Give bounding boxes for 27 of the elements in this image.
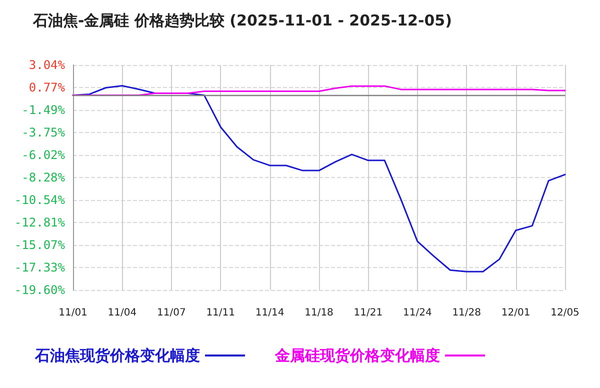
y-tick-label: -8.28% — [22, 170, 66, 184]
x-tick-label: 11/01 — [58, 308, 88, 318]
x-tick-label: 12/05 — [550, 308, 580, 318]
x-tick-label: 11/21 — [354, 308, 383, 318]
y-tick-label: 0.77% — [28, 80, 66, 95]
x-tick-label: 12/01 — [501, 308, 530, 318]
line-series — [72, 85, 566, 272]
y-tick-label: -17.33% — [14, 260, 66, 274]
line-series — [72, 85, 566, 96]
x-tick-label: 11/14 — [255, 308, 284, 318]
y-tick-label: -12.81% — [14, 216, 66, 230]
x-tick-label: 11/04 — [108, 308, 137, 318]
y-tick-label: -10.54% — [14, 192, 66, 207]
x-tick-label: 11/11 — [206, 308, 236, 318]
x-tick-label: 11/18 — [304, 308, 334, 318]
y-tick-label: -19.60% — [14, 283, 66, 297]
y-tick-label: -6.02% — [22, 148, 66, 162]
y-tick-label: -1.49% — [22, 103, 66, 118]
chart-title: 石油焦-金属硅 价格趋势比较 (2025-11-01 - 2025-12-05) — [32, 12, 452, 30]
y-tick-label: 3.04% — [28, 58, 66, 72]
x-tick-label: 11/28 — [452, 308, 482, 318]
x-tick-label: 11/07 — [156, 308, 186, 318]
legend-label: 石油焦现货价格变化幅度 — [34, 346, 200, 364]
legend-label: 金属硅现货价格变化幅度 — [274, 346, 440, 364]
y-tick-label: -3.75% — [22, 125, 66, 140]
y-tick-label: -15.07% — [14, 238, 66, 252]
x-tick-label: 11/24 — [402, 308, 432, 318]
